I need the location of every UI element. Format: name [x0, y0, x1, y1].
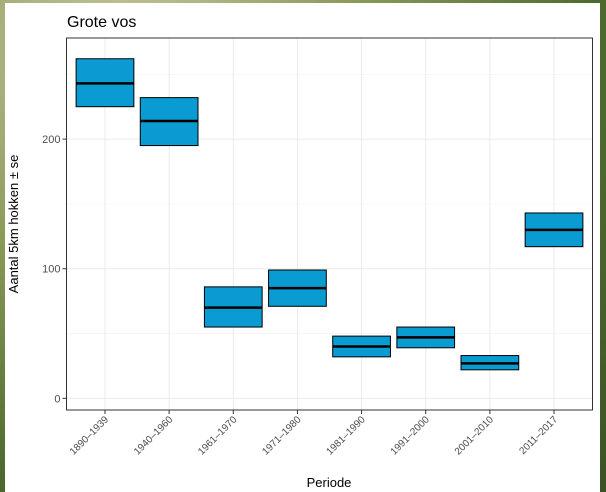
plot-border: [66, 37, 593, 411]
chart-title: Grote vos: [67, 14, 136, 31]
y-tick-label: 100: [42, 264, 60, 276]
y-axis-label: Aantal 5km hokken ± se: [6, 155, 21, 294]
y-tick-label: 200: [42, 134, 60, 146]
y-tick-label: 0: [54, 393, 60, 405]
x-axis-label: Periode: [307, 475, 352, 490]
